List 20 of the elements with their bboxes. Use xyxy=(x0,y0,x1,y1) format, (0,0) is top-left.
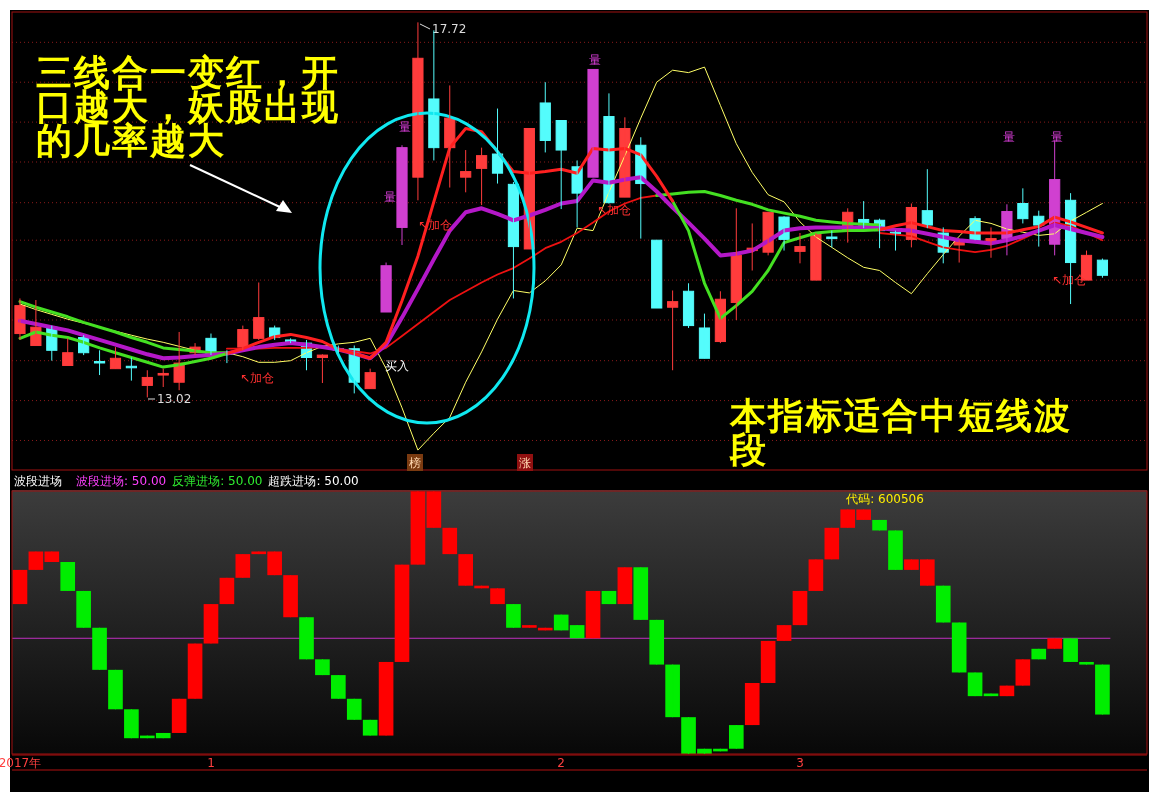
x-tick-label: 3 xyxy=(796,756,804,770)
annotation: 涨 xyxy=(519,455,531,470)
annotation: 17.72 xyxy=(432,21,467,36)
annotation: 量 xyxy=(384,189,396,204)
text: 超跌进场: 50.00 xyxy=(268,474,359,488)
x-tick-label: 1 xyxy=(207,756,215,770)
annotation: 量 xyxy=(1051,129,1063,144)
x-tick-label: 2 xyxy=(557,756,566,770)
annotation: 代码: 600506 xyxy=(845,492,924,506)
annotation: 买入 xyxy=(385,358,409,373)
annotation: 量 xyxy=(589,52,601,67)
annotation: 量 xyxy=(399,119,411,134)
annotation: ↖加仓 xyxy=(240,370,275,385)
text: 反弹进场: 50.00 xyxy=(172,474,263,488)
chart-title: 波段进场 xyxy=(14,474,62,488)
annotation: 榜 xyxy=(409,455,421,470)
annotation: 量 xyxy=(1003,129,1015,144)
annotation: 本指标适合中短线波段 xyxy=(729,395,1072,471)
text: 波段进场: 50.00 xyxy=(76,474,167,488)
annotation: 13.02 xyxy=(157,391,192,406)
